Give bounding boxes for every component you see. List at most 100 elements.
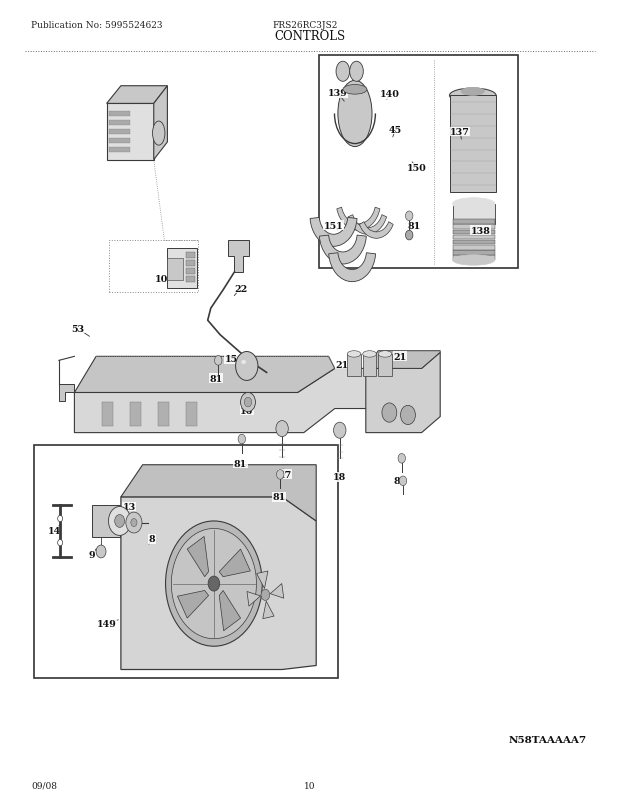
Text: 140: 140 [379, 90, 399, 99]
Bar [186, 253, 195, 258]
Circle shape [58, 540, 63, 546]
Bar [108, 148, 130, 152]
Circle shape [236, 352, 258, 381]
Text: 81: 81 [407, 221, 421, 231]
Circle shape [398, 454, 405, 464]
Text: 81: 81 [393, 476, 407, 486]
Circle shape [276, 421, 288, 437]
Circle shape [401, 406, 415, 425]
Bar [453, 205, 495, 225]
Text: 5: 5 [252, 582, 259, 592]
Bar [453, 220, 495, 225]
Bar [453, 225, 495, 229]
Wedge shape [310, 218, 357, 247]
Bar [453, 256, 495, 261]
Circle shape [261, 589, 270, 601]
Ellipse shape [153, 122, 165, 146]
Bar [92, 505, 120, 537]
Ellipse shape [336, 62, 350, 83]
Circle shape [244, 398, 252, 407]
Ellipse shape [450, 89, 496, 103]
Wedge shape [329, 253, 376, 282]
Ellipse shape [453, 255, 495, 266]
Bar [453, 241, 495, 245]
Text: 21A: 21A [335, 360, 356, 370]
Bar [453, 246, 495, 250]
Text: 149: 149 [97, 619, 117, 629]
Ellipse shape [343, 86, 367, 95]
Text: N58TAAAAA7: N58TAAAAA7 [508, 735, 587, 743]
Circle shape [115, 515, 125, 528]
Text: 139: 139 [328, 89, 348, 99]
Circle shape [171, 529, 257, 639]
Ellipse shape [453, 198, 495, 210]
Text: 09/08: 09/08 [31, 780, 57, 789]
Bar [167, 258, 183, 281]
Ellipse shape [241, 360, 246, 364]
Polygon shape [177, 591, 208, 618]
Ellipse shape [350, 62, 363, 83]
Text: eReplacementParts.com: eReplacementParts.com [208, 391, 412, 408]
Circle shape [399, 476, 407, 486]
Polygon shape [257, 571, 268, 589]
Text: 150: 150 [407, 164, 427, 173]
Circle shape [277, 470, 284, 480]
Circle shape [208, 577, 219, 591]
Text: 81: 81 [272, 492, 286, 502]
Polygon shape [74, 369, 422, 433]
Polygon shape [228, 241, 249, 273]
Circle shape [96, 545, 106, 558]
Circle shape [58, 516, 63, 522]
Text: CONTROLS: CONTROLS [275, 30, 345, 43]
Polygon shape [247, 592, 260, 606]
Text: 101: 101 [154, 274, 174, 284]
Circle shape [405, 212, 413, 221]
Polygon shape [121, 497, 316, 670]
Bar [363, 354, 376, 377]
Polygon shape [187, 537, 208, 577]
Bar [453, 230, 495, 235]
Bar [319, 56, 518, 269]
Bar [186, 277, 195, 282]
Polygon shape [154, 87, 167, 160]
Bar [453, 251, 495, 256]
Text: FRS26RC3JS2: FRS26RC3JS2 [273, 21, 338, 30]
Polygon shape [366, 351, 440, 369]
Text: 23: 23 [173, 258, 187, 268]
Text: 8: 8 [149, 534, 155, 544]
Polygon shape [121, 465, 316, 521]
Bar [108, 139, 130, 144]
Bar [108, 130, 130, 135]
Circle shape [166, 521, 262, 646]
Ellipse shape [378, 351, 392, 358]
Circle shape [241, 393, 255, 412]
Polygon shape [270, 584, 284, 598]
Text: 137: 137 [450, 128, 470, 137]
Polygon shape [219, 591, 241, 631]
Wedge shape [348, 216, 387, 235]
Ellipse shape [461, 88, 484, 96]
Text: 15: 15 [224, 354, 238, 364]
Text: 10: 10 [304, 780, 316, 789]
Bar [450, 96, 496, 192]
Polygon shape [219, 549, 250, 577]
Text: 17: 17 [278, 470, 292, 480]
Bar [347, 354, 361, 377]
Text: 45: 45 [389, 125, 402, 135]
Text: 16: 16 [240, 406, 254, 415]
Circle shape [382, 403, 397, 423]
Bar [167, 249, 197, 289]
Bar [108, 121, 130, 126]
Bar [453, 236, 495, 240]
Bar [378, 354, 392, 377]
Text: 13: 13 [122, 502, 136, 512]
Polygon shape [59, 385, 74, 401]
Bar [186, 269, 195, 274]
Text: 22: 22 [234, 284, 247, 294]
Text: 18: 18 [333, 472, 347, 482]
Circle shape [131, 519, 137, 527]
Bar [34, 445, 338, 678]
Circle shape [238, 435, 246, 444]
Ellipse shape [347, 351, 361, 358]
Ellipse shape [363, 351, 376, 358]
